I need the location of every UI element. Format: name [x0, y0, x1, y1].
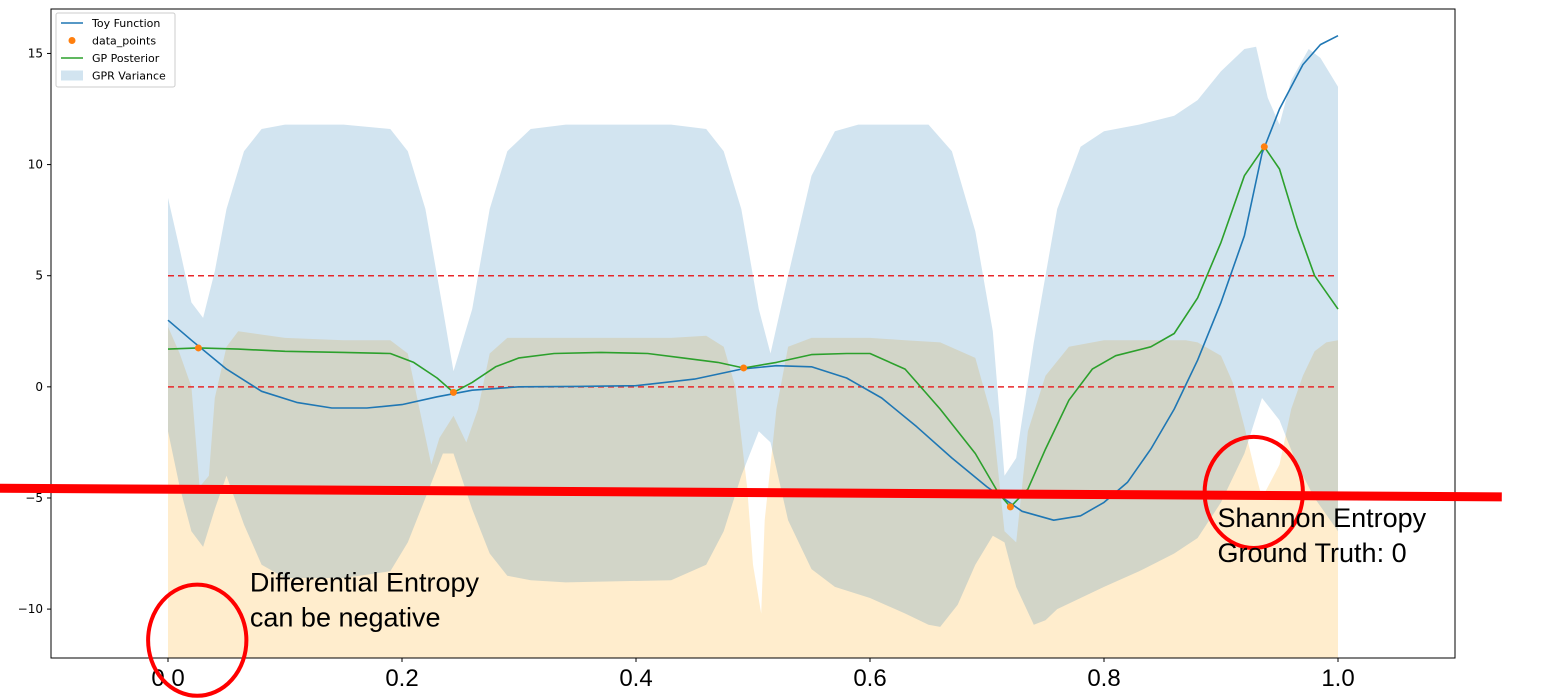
legend-label: GP Posterior [92, 52, 160, 65]
data-point [740, 364, 748, 372]
data-point [449, 388, 457, 396]
y-tick-label: 15 [28, 46, 43, 60]
x-tick-label: 0.8 [1087, 665, 1120, 692]
y-axis: 15 10 5 0 −5 −10 [18, 46, 51, 616]
y-tick-label: −5 [25, 491, 43, 505]
plot-area [167, 34, 1339, 658]
x-tick-label: 0.6 [853, 665, 886, 692]
reference-lines [168, 274, 1338, 388]
variance-band [168, 46, 1338, 627]
legend-label: data_points [92, 35, 156, 48]
annotation-circle [1202, 434, 1305, 550]
x-tick-label: 1.0 [1321, 665, 1354, 692]
line-toy-function [167, 34, 1339, 522]
annotation-text: Ground Truth: 0 [1217, 538, 1406, 568]
annotation-text: can be negative [250, 602, 441, 632]
line-gp-posterior [167, 146, 1339, 508]
annotations: Differential Entropy can be negative Shann… [0, 434, 1502, 698]
annotation-text: Shannon Entropy [1217, 503, 1426, 533]
y-tick-label: 10 [28, 158, 43, 172]
annotation-circle [146, 582, 249, 698]
x-tick-label: 0.4 [619, 665, 652, 692]
y-tick-label: 5 [35, 269, 43, 283]
data-point [194, 344, 202, 352]
x-tick-label: 0.2 [385, 665, 418, 692]
variance-bands [168, 46, 1338, 658]
data-points [194, 143, 1268, 511]
red-overlay-line [0, 483, 1502, 502]
legend: Toy Function data_points GP Posterior GPR V… [55, 12, 176, 88]
series-lines [167, 34, 1339, 522]
annotation-text: Differential Entropy [250, 567, 480, 597]
legend-handle [61, 70, 83, 81]
data-point [1260, 143, 1268, 151]
x-axis: 0.0 0.2 0.4 0.6 0.8 1.0 [151, 658, 1355, 692]
area-series-0 [168, 326, 1338, 658]
axes-frame [50, 8, 1456, 659]
legend-label: GPR Variance [92, 70, 166, 83]
y-tick-label: 0 [35, 380, 43, 394]
legend-handle [68, 37, 76, 44]
legend-label: Toy Function [91, 17, 160, 30]
legend-box [55, 12, 176, 88]
data-point [1006, 503, 1014, 511]
y-tick-label: −10 [18, 602, 43, 616]
